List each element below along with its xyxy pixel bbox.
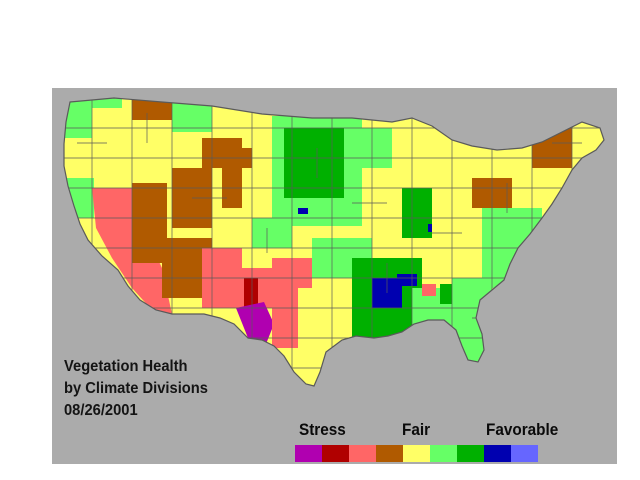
legend-swatch [457,445,484,462]
legend-swatch [430,445,457,462]
date-label: 08/26/2001 [64,402,138,419]
legend-label-favorable: Favorable [486,420,559,439]
title-line-2: by Climate Divisions [64,380,208,397]
legend-swatch [511,445,538,462]
legend-swatch [484,445,511,462]
map-title: Vegetation Health by Climate Divisions 0… [64,356,208,422]
legend-swatch [295,445,322,462]
legend-swatch [403,445,430,462]
legend-swatch [376,445,403,462]
division-regions [64,98,604,386]
legend-swatch [322,445,349,462]
legend-swatch [349,445,376,462]
map-panel: Vegetation Health by Climate Divisions 0… [52,88,617,464]
legend-labels: Stress Fair Favorable [52,420,617,444]
legend-color-bar [295,445,538,462]
us-vegetation-map [63,97,605,387]
legend-label-stress: Stress [299,420,346,439]
legend-label-fair: Fair [402,420,431,439]
title-line-1: Vegetation Health [64,358,188,375]
